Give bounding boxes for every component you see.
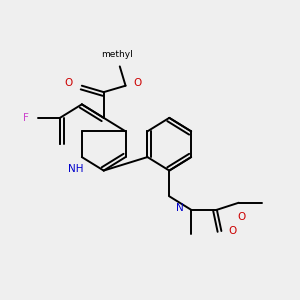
Text: O: O [229,226,237,236]
Text: O: O [238,212,246,222]
Text: NH: NH [68,164,84,174]
Text: O: O [65,78,73,88]
Text: methyl: methyl [101,50,133,59]
Text: O: O [133,78,141,88]
Text: F: F [23,113,29,123]
Text: N: N [176,203,184,213]
